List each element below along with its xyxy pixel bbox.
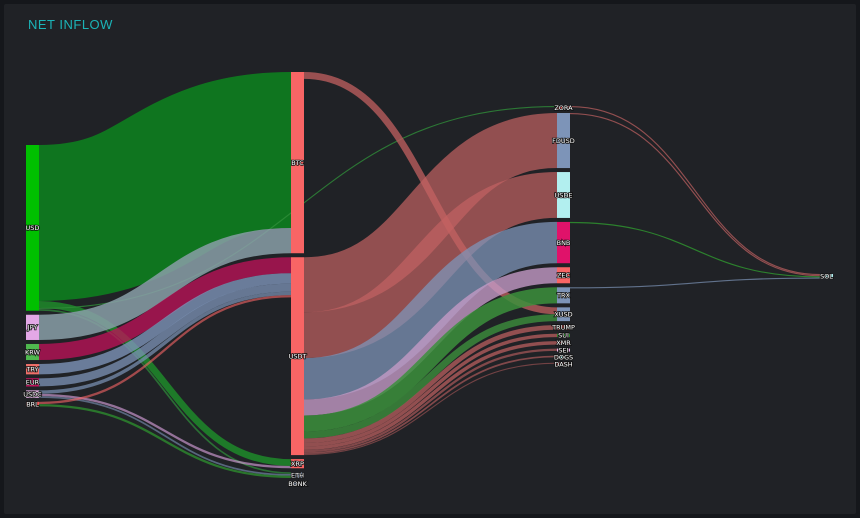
node-label-sei: SEI [558,346,568,354]
node-label-sui: SUI [558,332,569,340]
node-bnb[interactable] [557,221,570,264]
node-label-usdt: USDT [289,352,307,360]
node-usd[interactable] [26,145,39,311]
node-zora[interactable] [557,106,570,109]
link-bnb-sol[interactable] [569,221,821,278]
node-try[interactable] [26,364,39,375]
link-fdusd-sol[interactable] [569,113,821,277]
link-usdt-dogs[interactable] [303,355,558,454]
node-label-zec: ZEC [557,272,571,280]
link-usdt-xusd[interactable] [303,314,558,439]
node-krw[interactable] [26,343,39,361]
node-usdc[interactable] [26,390,39,398]
node-trx[interactable] [557,287,570,304]
node-usdt[interactable] [291,257,304,456]
node-label-trx: TRX [556,292,570,300]
node-label-jpy: JPY [27,324,38,332]
node-dash[interactable] [557,362,570,366]
node-zec[interactable] [557,267,570,284]
link-krw-usdt[interactable] [38,257,292,361]
link-jpy-btc[interactable] [38,227,292,340]
node-label-krw: KRW [25,348,41,356]
node-sui[interactable] [557,333,570,338]
node-label-xmr: XMR [556,339,571,347]
link-brl-eth[interactable] [38,404,292,479]
node-xrp[interactable] [291,459,304,469]
node-label-dash: DASH [554,360,572,368]
link-usdt-bnb[interactable] [303,221,558,400]
link-usdt-trump[interactable] [303,325,558,444]
node-label-zora: ZORA [554,104,573,112]
node-label-trump: TRUMP [551,324,575,332]
link-usdc-eth[interactable] [38,396,292,476]
node-sol[interactable] [820,274,833,279]
link-usdt-sui[interactable] [303,333,558,447]
link-trx-sol[interactable] [569,277,821,289]
node-label-sol: SOL [820,273,833,281]
node-label-bnb: BNB [557,239,571,247]
link-usdt-dash[interactable] [303,362,558,456]
node-label-eth: ETH [291,471,304,479]
node-bonk[interactable] [291,482,304,485]
node-label-bonk: BONK [288,480,307,488]
node-xusd[interactable] [557,307,570,322]
node-label-eur: EUR [26,379,40,387]
link-usdc-usdt[interactable] [38,291,292,394]
node-label-xusd: XUSD [554,311,572,319]
link-brl-usdt[interactable] [38,295,292,405]
link-usdt-xmr[interactable] [303,341,558,450]
node-brl[interactable] [26,401,39,407]
node-dogs[interactable] [557,355,570,359]
links-layer [36,71,821,479]
node-eur[interactable] [26,378,39,387]
node-label-dogs: DOGS [554,353,573,361]
link-usdt-trx[interactable] [303,287,558,432]
node-eth[interactable] [291,472,304,478]
node-label-fdusd: FDUSD [552,137,575,145]
link-usdt-usde[interactable] [303,172,558,359]
node-label-try: TRY [25,365,38,373]
link-usdt-sei[interactable] [303,348,558,453]
node-btc[interactable] [291,72,304,254]
link-try-usdt[interactable] [38,273,292,375]
node-fdusd[interactable] [557,113,570,169]
node-label-xrp: XRP [291,460,304,468]
link-usd-btc[interactable] [36,72,294,301]
link-usdt-zec[interactable] [303,267,558,416]
chart-title: NET INFLOW [28,17,113,32]
node-trump[interactable] [557,325,570,330]
node-usde[interactable] [557,172,570,218]
node-label-usde: USDE [555,191,573,199]
link-eur-usdt[interactable] [38,283,292,387]
node-label-usdc: USDC [23,390,42,398]
node-jpy[interactable] [26,314,39,340]
node-label-brl: BRL [26,400,39,408]
nodes-layer [26,72,833,485]
link-usdt-fdusd[interactable] [302,112,559,313]
node-label-btc: BTC [291,159,304,167]
link-zora-sol[interactable] [569,106,821,276]
node-xmr[interactable] [557,341,570,345]
node-sei[interactable] [557,348,570,352]
node-label-usd: USD [26,224,40,232]
